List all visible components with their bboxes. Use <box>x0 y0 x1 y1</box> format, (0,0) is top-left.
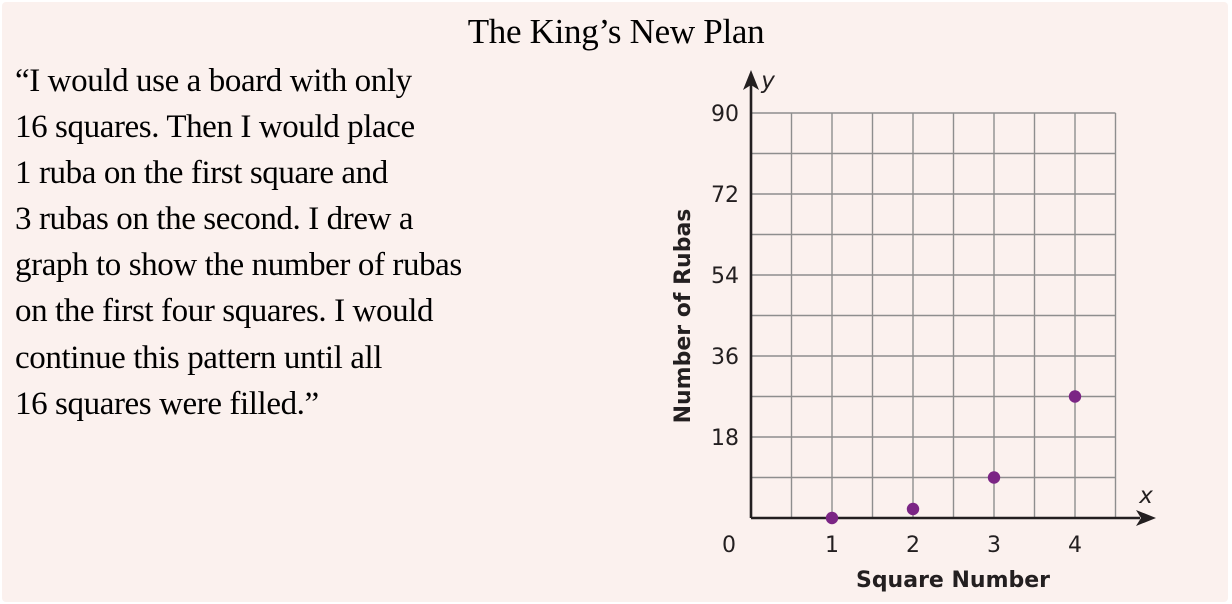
x-tick-label: 4 <box>1068 533 1082 558</box>
data-point <box>825 511 839 525</box>
y-tick-label: 36 <box>711 345 739 370</box>
tick-labels: 1 2 3 4 18 36 54 72 90 <box>711 102 1082 558</box>
y-axis-title: Number of Rubas <box>671 209 696 424</box>
quote-line: 16 squares. Then I would place <box>15 109 415 146</box>
x-tick-label: 3 <box>987 533 1001 558</box>
quote-line: “I would use a board with only <box>15 63 412 99</box>
x-axis-arrow <box>1136 510 1156 526</box>
x-tick-label: 2 <box>906 533 920 558</box>
y-tick-label: 72 <box>711 183 739 208</box>
quote-line: continue this pattern until all <box>15 339 383 376</box>
y-tick-label: 18 <box>711 426 739 451</box>
y-axis-letter: y <box>760 68 775 94</box>
quote-line: 16 squares were filled.” <box>15 385 319 422</box>
quote-text: “I would use a board with only 16 square… <box>15 58 655 427</box>
data-point <box>1068 390 1082 403</box>
origin-label: 0 <box>722 533 736 558</box>
quote-line: 1 ruba on the first square and <box>15 155 388 192</box>
x-axis-letter: x <box>1138 483 1153 509</box>
quote-line: 3 rubas on the second. I drew a <box>15 201 414 238</box>
chart-grid <box>751 112 1117 518</box>
y-tick-label: 54 <box>711 264 739 289</box>
x-tick-label: 1 <box>825 533 839 558</box>
y-axis-arrow <box>743 70 759 90</box>
data-point <box>906 502 920 516</box>
y-tick-label: 90 <box>711 102 739 127</box>
data-point <box>987 471 1001 484</box>
page-title: The King’s New Plan <box>467 12 765 51</box>
chart-axes <box>743 70 1156 526</box>
x-axis-title: Square Number <box>856 568 1050 593</box>
quote-line: on the first four squares. I would <box>15 293 434 330</box>
data-points <box>825 390 1082 525</box>
quote-line: graph to show the number of rubas <box>15 247 462 284</box>
